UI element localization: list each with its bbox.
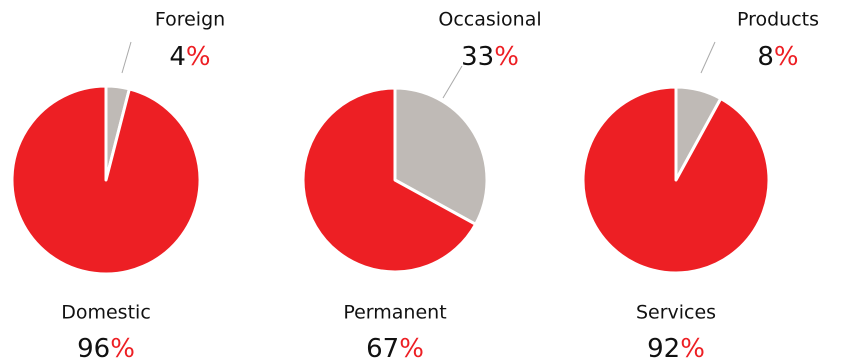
pie-slice [10,84,202,276]
value-label: 92% [647,334,705,362]
value-unit: % [774,42,799,72]
value-unit: % [110,334,135,362]
value-label: 33% [461,42,519,72]
category-label: Products [737,9,819,31]
category-label: Permanent [343,302,446,324]
category-label: Foreign [155,9,225,31]
pie-slice [581,85,771,275]
value-number: 4 [169,42,186,72]
value-unit: % [186,42,211,72]
value-number: 67 [366,334,399,362]
value-unit: % [494,42,519,72]
pie-chart: Occasional 33% Permanent 67% [301,9,542,362]
value-number: 33 [461,42,494,72]
leader-line [700,41,716,74]
value-label: 8% [757,42,798,72]
pie-chart: Products 8% Services 92% [581,9,819,362]
value-unit: % [680,334,705,362]
value-label: 67% [366,334,424,362]
value-unit: % [399,334,424,362]
category-label: Occasional [438,9,541,31]
leader-line [442,65,463,99]
pie-chart: Foreign 4% Domestic 96% [10,9,225,362]
leader-line [121,41,132,74]
value-number: 92 [647,334,680,362]
value-label: 4% [169,42,210,72]
pie-slice [301,86,478,274]
value-label: 96% [77,334,135,362]
value-number: 96 [77,334,110,362]
pie-slice [393,86,489,226]
category-label: Domestic [61,302,151,324]
category-label: Services [636,302,716,324]
value-number: 8 [757,42,774,72]
